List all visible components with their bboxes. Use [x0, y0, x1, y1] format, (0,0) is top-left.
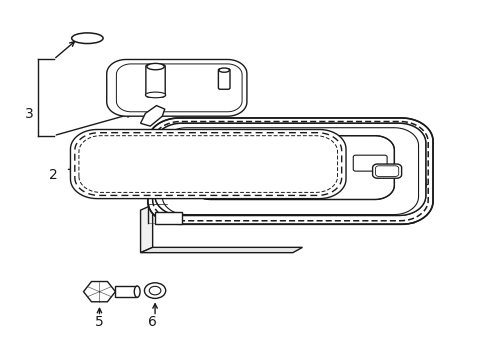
- Polygon shape: [70, 130, 346, 199]
- Ellipse shape: [146, 63, 164, 70]
- Ellipse shape: [219, 68, 229, 72]
- Text: 2: 2: [49, 168, 58, 182]
- Polygon shape: [116, 64, 242, 112]
- Polygon shape: [147, 118, 432, 224]
- FancyBboxPatch shape: [352, 155, 386, 171]
- Ellipse shape: [134, 286, 140, 297]
- Polygon shape: [155, 123, 425, 215]
- Circle shape: [144, 283, 165, 298]
- Text: 6: 6: [148, 315, 157, 329]
- Text: 1: 1: [189, 203, 198, 217]
- Ellipse shape: [145, 92, 165, 98]
- Polygon shape: [79, 136, 337, 192]
- Polygon shape: [375, 166, 398, 176]
- FancyBboxPatch shape: [218, 69, 229, 89]
- Circle shape: [286, 147, 317, 170]
- Polygon shape: [140, 105, 164, 126]
- FancyBboxPatch shape: [145, 64, 165, 97]
- Text: 3: 3: [25, 107, 34, 121]
- Circle shape: [149, 286, 161, 295]
- Polygon shape: [140, 247, 302, 253]
- Polygon shape: [140, 205, 152, 253]
- Polygon shape: [155, 123, 425, 215]
- Circle shape: [293, 152, 310, 165]
- Text: 4: 4: [418, 176, 427, 190]
- Polygon shape: [372, 164, 401, 178]
- Ellipse shape: [72, 33, 103, 44]
- Text: 5: 5: [95, 315, 103, 329]
- Polygon shape: [83, 282, 115, 302]
- Polygon shape: [155, 212, 181, 224]
- Polygon shape: [191, 136, 393, 199]
- Polygon shape: [106, 59, 246, 116]
- Polygon shape: [115, 286, 137, 297]
